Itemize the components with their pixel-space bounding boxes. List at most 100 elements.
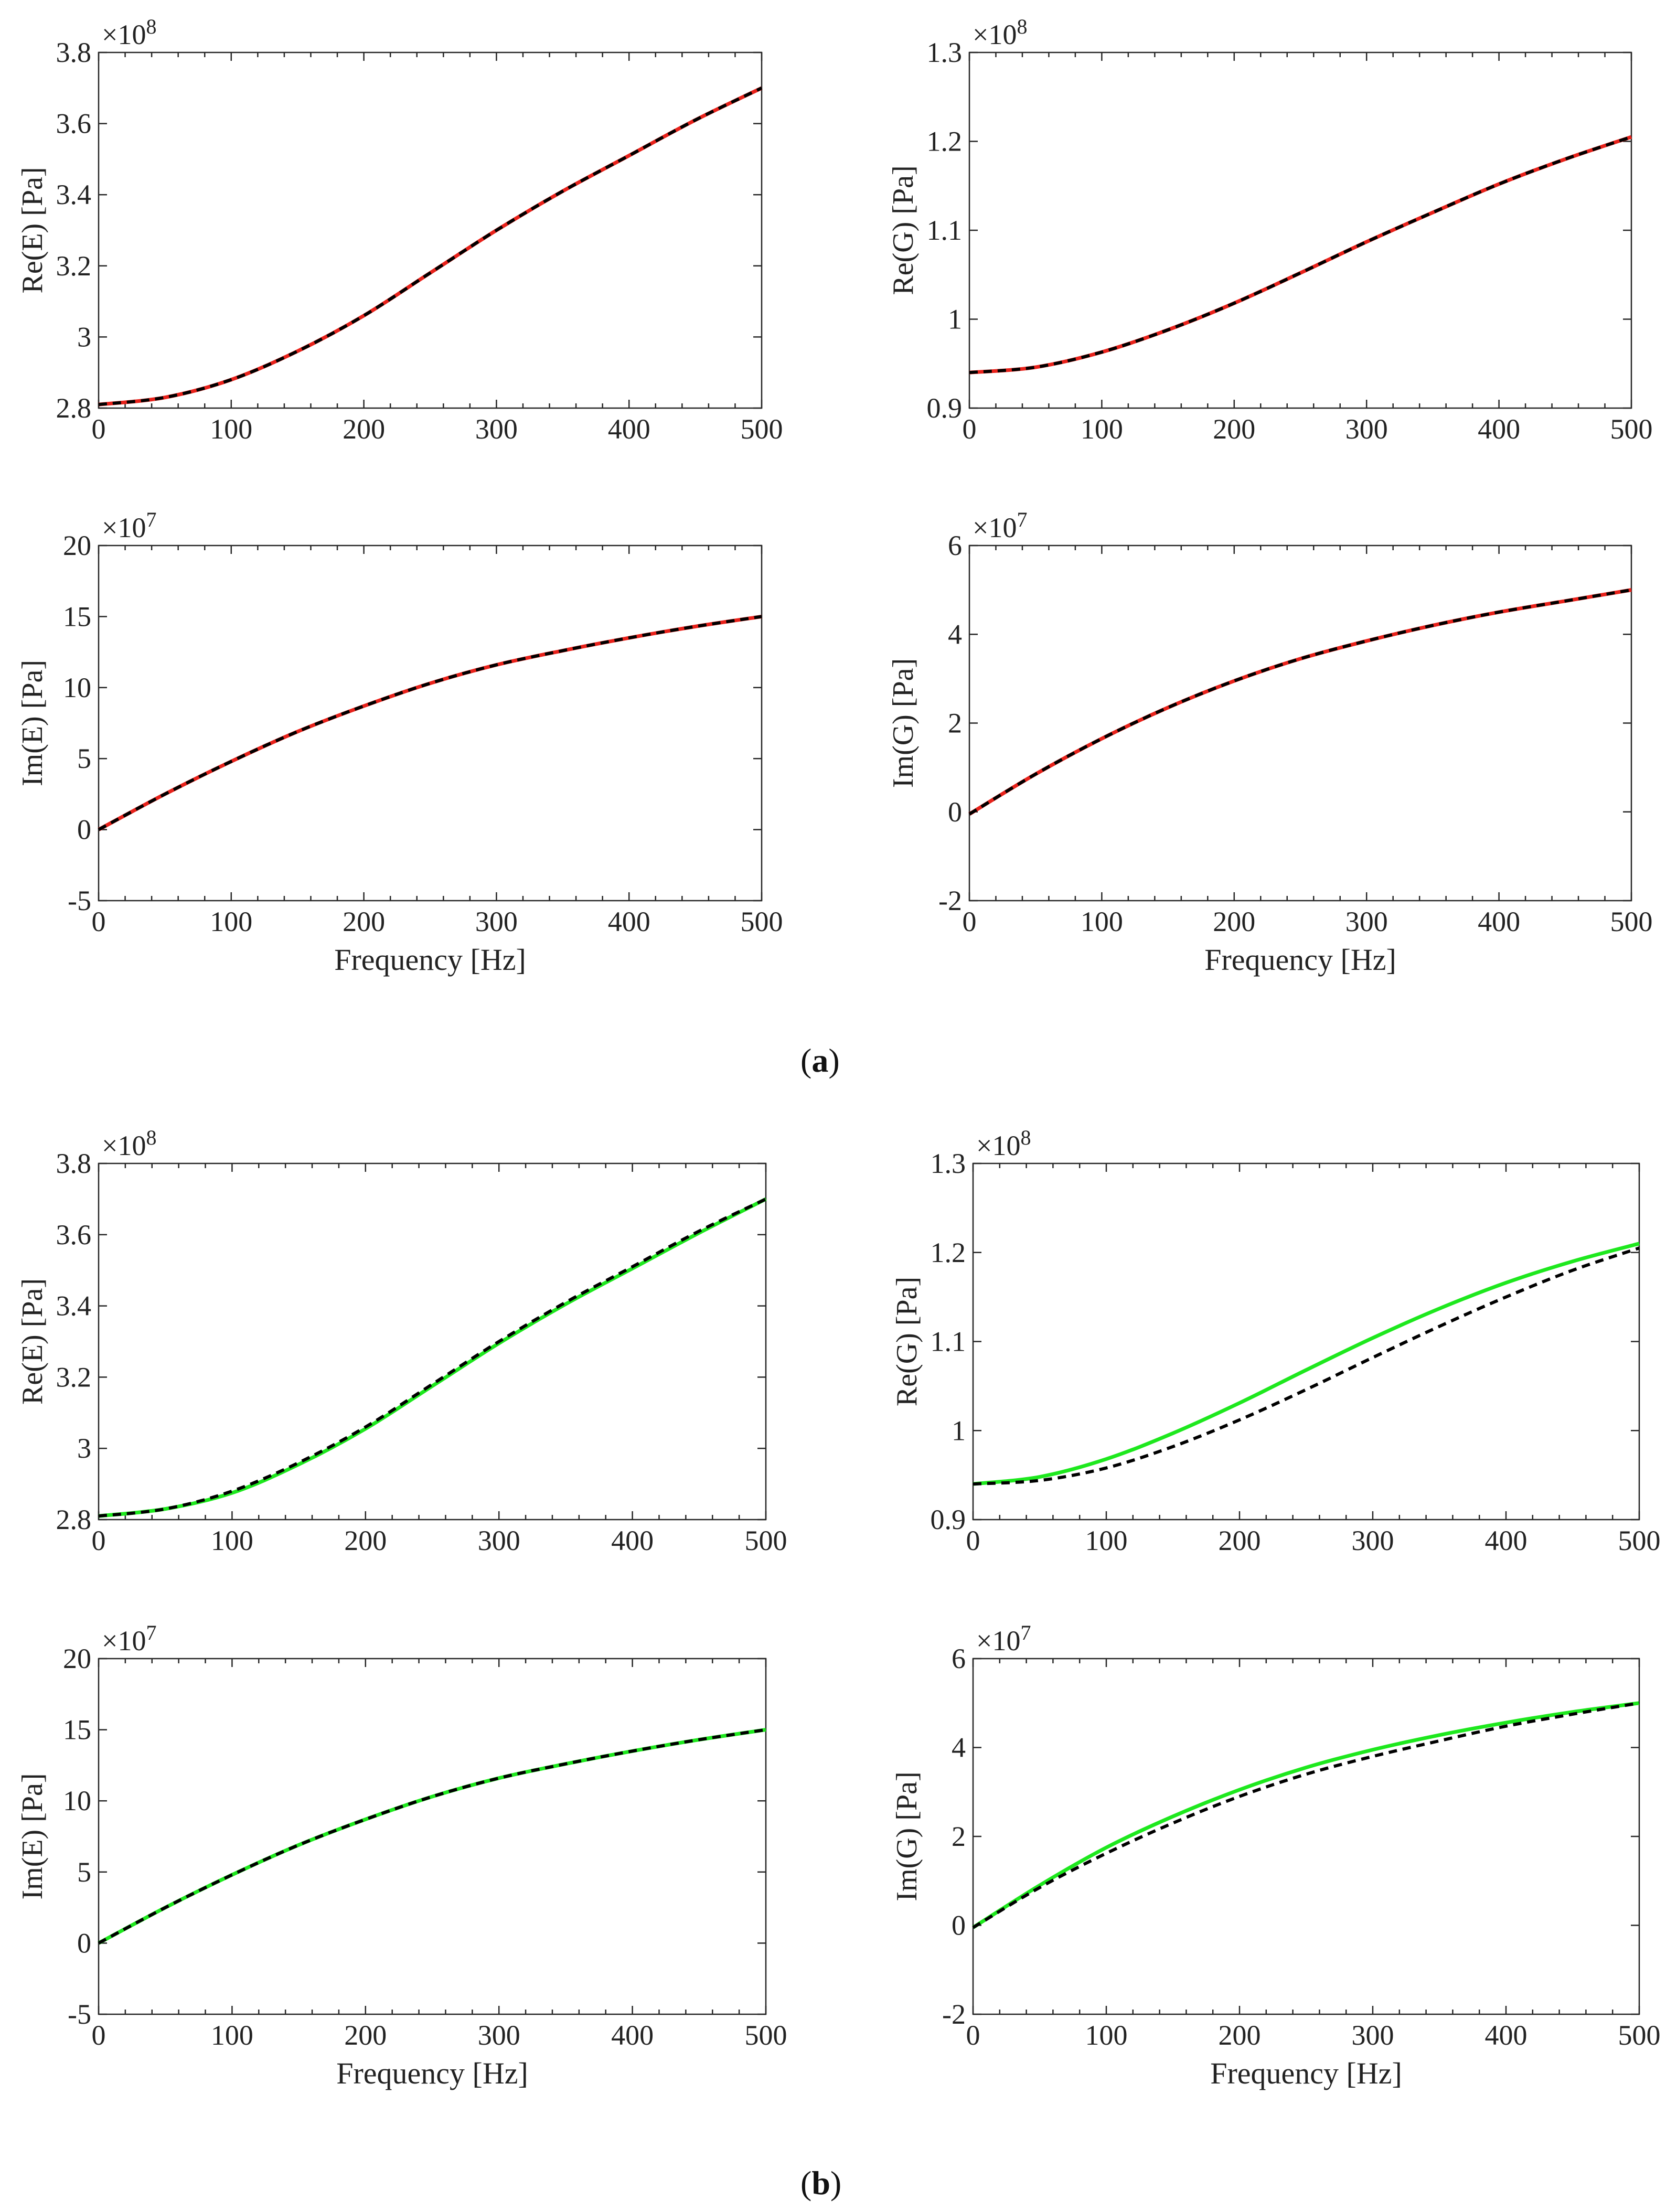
y-tick-label: 2.8: [56, 1504, 92, 1535]
x-axis-label: Frequency [Hz]: [334, 943, 526, 977]
x-tick-label: 500: [741, 413, 783, 445]
x-tick-label: 100: [211, 2019, 253, 2051]
axis-exponent: ×107: [973, 508, 1027, 543]
series-line-2: [98, 615, 762, 831]
y-tick-label: 0: [952, 1910, 966, 1941]
x-tick-label: 400: [1485, 2019, 1528, 2051]
x-tick-label: 400: [611, 1525, 654, 1556]
y-tick-label: 4: [948, 618, 962, 650]
y-tick-label: 3.4: [56, 1290, 92, 1322]
axis-exponent-power: 7: [146, 508, 156, 531]
y-tick-label: 0: [77, 814, 91, 846]
x-tick-label: 200: [344, 2019, 387, 2051]
series-line-1: [98, 1197, 767, 1518]
y-tick-label: 10: [63, 1785, 91, 1816]
x-tick-label: 500: [745, 1525, 787, 1556]
y-tick-label: 3: [77, 321, 91, 352]
series-line-1: [98, 614, 762, 831]
axis-exponent-power: 8: [1020, 1126, 1031, 1149]
y-tick-label: 3.2: [56, 1361, 92, 1393]
series-line-1: [98, 1728, 766, 1945]
y-tick-label: -5: [68, 885, 91, 916]
x-tick-label: 200: [343, 413, 385, 445]
axis-exponent-power: 8: [146, 15, 156, 38]
x-tick-label: 0: [966, 1525, 980, 1556]
axis-exponent-base: ×10: [976, 1625, 1020, 1657]
axis-exponent-base: ×10: [976, 1130, 1020, 1161]
y-tick-label: 5: [77, 1856, 91, 1888]
axis-exponent: ×108: [976, 1126, 1031, 1161]
x-tick-label: 0: [963, 413, 977, 445]
x-tick-label: 300: [475, 906, 518, 937]
x-tick-label: 100: [1085, 1525, 1128, 1556]
axis-exponent: ×108: [973, 15, 1027, 50]
plot-frame: [972, 1162, 1640, 1521]
y-tick-label: 1.1: [931, 1326, 966, 1358]
y-tick-label: 3.4: [56, 179, 92, 210]
x-tick-label: 300: [1345, 413, 1388, 445]
y-tick-label: 1.1: [927, 215, 963, 246]
x-tick-label: 500: [741, 906, 783, 937]
y-axis-label: Re(G) [Pa]: [887, 165, 920, 295]
panel-label-a: (a): [800, 1042, 840, 1079]
x-tick-label: 200: [343, 906, 385, 937]
series-line-2: [973, 1246, 1640, 1486]
x-tick-label: 200: [1213, 413, 1255, 445]
y-tick-label: 3.8: [56, 1148, 92, 1179]
y-tick-label: 1: [948, 304, 962, 335]
x-tick-label: 100: [211, 1525, 253, 1556]
x-tick-label: 300: [478, 1525, 520, 1556]
x-tick-label: 400: [608, 413, 650, 445]
axis-exponent-power: 7: [1017, 508, 1027, 531]
y-tick-label: 10: [63, 672, 91, 703]
axis-exponent: ×108: [102, 1126, 156, 1161]
y-tick-label: 2: [948, 708, 962, 739]
plot-frame: [98, 1658, 767, 2015]
y-tick-label: 0.9: [927, 392, 963, 424]
x-tick-label: 300: [475, 413, 518, 445]
y-tick-label: 4: [952, 1732, 966, 1764]
x-tick-label: 500: [1610, 413, 1653, 445]
axis-exponent-base: ×10: [102, 19, 146, 50]
plot-frame: [972, 1658, 1640, 2015]
series-line-2: [968, 588, 1632, 816]
y-tick-label: 2: [952, 1821, 966, 1852]
y-tick-label: -2: [942, 1999, 966, 2030]
x-tick-label: 400: [1478, 906, 1520, 937]
x-tick-label: 500: [1610, 906, 1653, 937]
y-tick-label: -2: [938, 885, 962, 916]
x-tick-label: 0: [92, 413, 106, 445]
y-tick-label: 1.3: [927, 37, 963, 68]
y-tick-label: 1.2: [927, 126, 963, 157]
x-tick-label: 0: [92, 906, 106, 937]
series-line-2: [972, 1701, 1640, 1929]
x-tick-label: 100: [210, 906, 252, 937]
chart-a-1: 0 100 200 300 400 500 2.8 3 3.2 3.4 3.6 3.8 ×108 Re(E…: [16, 15, 783, 445]
y-tick-label: 3.8: [56, 37, 92, 68]
x-axis-label: Frequency [Hz]: [336, 2056, 528, 2090]
x-tick-label: 300: [1352, 2019, 1394, 2051]
x-tick-label: 300: [478, 2019, 520, 2051]
x-axis-label: Frequency [Hz]: [1210, 2056, 1402, 2090]
x-tick-label: 0: [92, 2019, 106, 2051]
plot-frame: [968, 51, 1632, 409]
x-tick-label: 200: [1219, 1525, 1261, 1556]
x-tick-label: 400: [1485, 1525, 1528, 1556]
y-tick-label: 2.8: [56, 392, 92, 424]
plot-frame: [98, 544, 763, 902]
series-line-2: [98, 1728, 766, 1945]
series-line-1: [973, 1242, 1640, 1486]
axis-exponent-power: 8: [146, 1126, 156, 1149]
x-tick-label: 400: [608, 906, 650, 937]
y-tick-label: 6: [952, 1643, 966, 1674]
chart-b-2: 0 100 200 300 400 500 0.9 1 1.1 1.2 1.3 ×108 Re(G) […: [891, 1126, 1661, 1556]
y-axis-label: Im(G) [Pa]: [891, 1771, 923, 1901]
y-tick-label: 0: [77, 1927, 91, 1959]
x-tick-label: 200: [1213, 906, 1255, 937]
series-line-1: [968, 588, 1632, 816]
y-tick-label: 0: [948, 796, 962, 828]
y-tick-label: 20: [63, 530, 91, 561]
